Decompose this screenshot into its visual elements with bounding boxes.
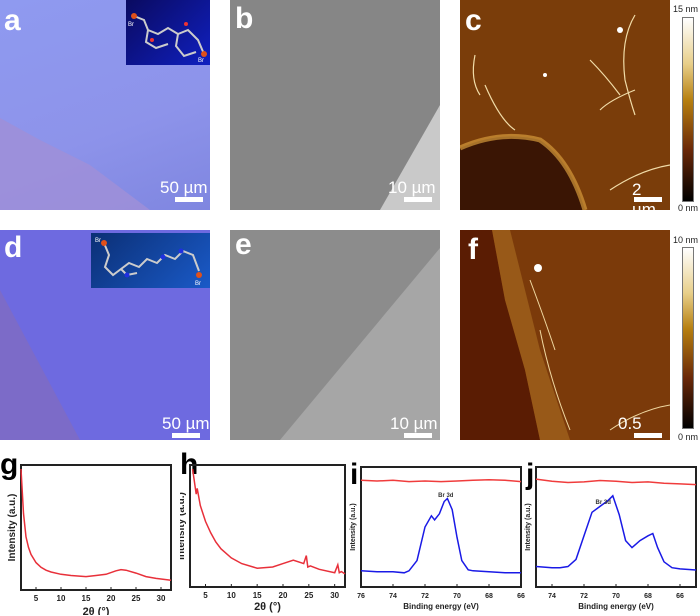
plot-frame (360, 466, 522, 588)
xrd-chart-g: 5 10 15 20 25 30 2θ (°) Intensity (a.u.) (7, 464, 172, 615)
molecule-model-icon: Br Br (95, 238, 202, 287)
svg-text:Br: Br (95, 238, 101, 244)
x-tick-label: 10 (57, 594, 66, 603)
xps-chart-j: 74 72 70 68 66 Binding energy (eV) Intensity (… (525, 466, 697, 611)
substrate-region (380, 105, 440, 210)
x-axis-label: Binding energy (eV) (578, 602, 654, 611)
molecule-model-icon: Br Br (128, 13, 207, 64)
x-tick-label: 10 (227, 591, 236, 600)
svg-text:Br: Br (195, 281, 201, 287)
colorbar-c (682, 17, 694, 202)
panel-e-sem-image: e 10 µm (230, 230, 440, 440)
x-tick-label: 72 (421, 593, 429, 600)
peak-annotation: Br 3d (596, 500, 612, 506)
panel-a-optical-image: a Br Br 50 µm (0, 0, 210, 210)
colorbar-max-label: 10 nm (673, 235, 699, 245)
panel-label: e (235, 230, 252, 261)
x-axis-label: 2θ (°) (83, 606, 110, 615)
x-axis-label: Binding energy (eV) (403, 602, 479, 611)
plot-frame (20, 464, 172, 591)
x-tick-label: 74 (389, 593, 397, 600)
y-axis-label: Intensity (a.u.) (7, 494, 18, 562)
scale-bar-label: 10 µm (390, 414, 438, 433)
plot-frame (535, 466, 697, 588)
panel-b-sem-image: b 10 µm (230, 0, 440, 210)
scale-bar-label: 2 µm (632, 180, 656, 210)
panel-label: d (4, 231, 23, 264)
x-tick-label: 70 (612, 593, 620, 600)
svg-text:Br: Br (128, 22, 134, 28)
x-tick-label: 15 (253, 591, 262, 600)
panel-label: c (465, 4, 482, 37)
molecule-inset: Br Br (91, 233, 210, 288)
y-axis-label: Intensity (a.u.) (180, 492, 187, 560)
x-tick-label: 70 (453, 593, 461, 600)
y-axis-label: Intensity (a.u.) (525, 503, 532, 550)
x-tick-label: 72 (580, 593, 588, 600)
xrd-chart-h: 5 10 15 20 25 30 2θ (°) Intensity (a.u.) (180, 464, 346, 613)
panel-label: b (235, 2, 254, 35)
colorbar-min-label: 0 nm (678, 203, 699, 213)
series-line (20, 468, 172, 581)
scale-bar-label: 50 µm (160, 178, 208, 197)
x-tick-label: 76 (357, 593, 365, 600)
peak-annotation: Br 3d (438, 493, 454, 499)
x-tick-label: 5 (203, 591, 208, 600)
scale-bar (175, 197, 203, 202)
panel-c-afm-image: c 2 µm (460, 0, 670, 210)
scale-bar (172, 433, 200, 438)
x-tick-label: 66 (517, 593, 525, 600)
x-axis-label: 2θ (°) (254, 601, 281, 613)
colorbar-max-label: 15 nm (673, 4, 699, 14)
x-tick-label: 66 (676, 593, 684, 600)
panel-f-afm-image: f 0.5 µm (460, 230, 670, 440)
x-tick-label: 5 (34, 594, 39, 603)
x-tick-label: 68 (644, 593, 652, 600)
series-line (535, 478, 697, 486)
x-tick-label: 25 (132, 594, 141, 603)
scale-bar (404, 433, 432, 438)
panel-d-optical-image: d Br Br 50 µm (0, 230, 210, 440)
chart-label: g (0, 448, 19, 481)
x-tick-label: 30 (330, 591, 339, 600)
x-tick-label: 20 (279, 591, 288, 600)
molecule-inset: Br Br (126, 0, 210, 65)
afm-topography (460, 230, 670, 440)
xps-chart-i: 76 74 72 70 68 66 Binding energy (eV) Intensity… (350, 466, 525, 611)
chart-label: i (350, 458, 359, 491)
x-tick-label: 68 (485, 593, 493, 600)
x-tick-label: 20 (107, 594, 116, 603)
sample-region (0, 290, 80, 440)
colorbar-f (682, 247, 694, 429)
y-axis-label: Intensity (a.u.) (350, 503, 357, 550)
series-line (360, 478, 522, 483)
svg-text:Br: Br (198, 58, 204, 64)
x-tick-label: 30 (157, 594, 166, 603)
scale-bar-label: 0.5 µm (618, 414, 642, 440)
x-tick-label: 74 (548, 593, 556, 600)
substrate-region (280, 248, 440, 440)
series-line (191, 468, 346, 575)
scale-bar (404, 197, 432, 202)
series-line (535, 494, 697, 571)
series-line (360, 497, 521, 574)
panel-label: a (4, 4, 21, 37)
sample-region (0, 118, 150, 210)
panel-label: f (468, 233, 478, 266)
x-tick-label: 15 (82, 594, 91, 603)
scale-bar-label: 50 µm (162, 414, 210, 433)
colorbar-min-label: 0 nm (678, 432, 699, 442)
x-tick-label: 25 (304, 591, 313, 600)
afm-topography (460, 14, 670, 210)
scale-bar (634, 197, 662, 202)
scale-bar (634, 433, 662, 438)
plot-frame (189, 464, 346, 588)
scale-bar-label: 10 µm (388, 178, 436, 197)
chart-label: j (526, 458, 535, 491)
